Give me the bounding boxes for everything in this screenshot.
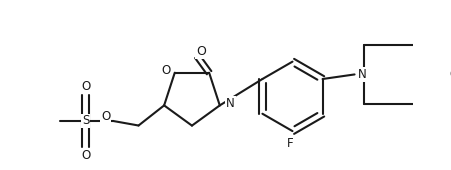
Text: O: O: [196, 45, 206, 58]
Text: N: N: [358, 68, 366, 81]
Text: N: N: [226, 97, 235, 110]
Text: O: O: [161, 64, 170, 77]
Text: O: O: [81, 80, 90, 93]
Text: F: F: [287, 137, 293, 150]
Text: S: S: [82, 114, 89, 128]
Text: O: O: [81, 149, 90, 162]
Text: O: O: [449, 68, 451, 81]
Text: O: O: [101, 110, 110, 123]
